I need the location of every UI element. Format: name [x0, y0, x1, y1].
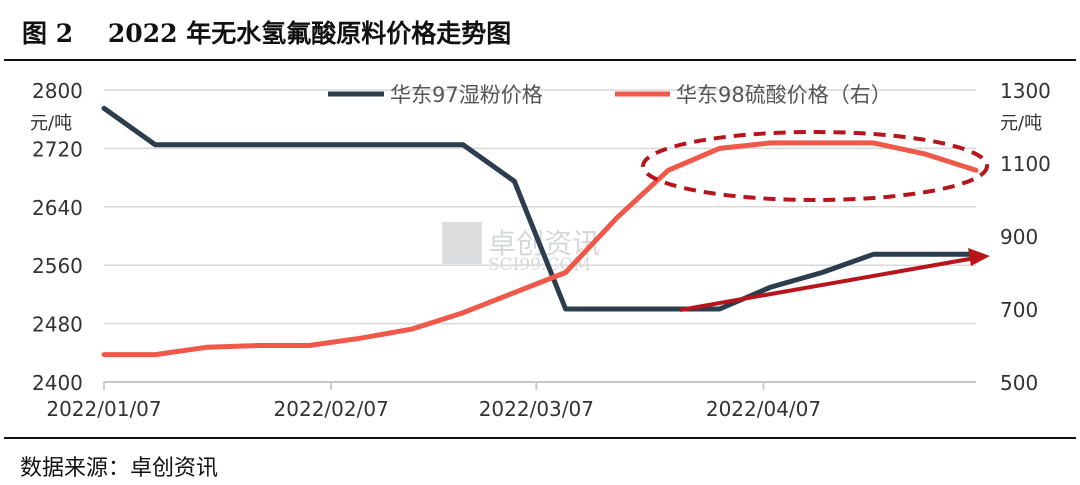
left-tick-label: 2800 [32, 79, 83, 103]
right-tick-label: 900 [1000, 225, 1038, 249]
left-tick-label: 2560 [32, 254, 83, 278]
watermark: 卓创资讯 SCI99.COM [442, 222, 600, 275]
right-tick-label: 700 [1000, 298, 1038, 322]
right-tick-label: 1100 [1000, 152, 1051, 176]
left-tick-label: 2720 [32, 137, 83, 161]
right-tick-label: 500 [1000, 371, 1038, 395]
left-tick-label: 2640 [32, 196, 83, 220]
series-line-98-sulfuric-acid [101, 140, 979, 358]
left-tick-label: 2480 [32, 313, 83, 337]
chart-title-bar: 图 2 2022 年无水氢氟酸原料价格走势图 [0, 0, 1080, 60]
right-axis-unit: 元/吨 [1000, 113, 1042, 134]
axes: 2800 2720 2640 2560 2480 2400 1300 1100 900 700 50… [30, 79, 1051, 421]
chart-bottom-divider [4, 437, 1076, 439]
legend: 华东97湿粉价格 华东98硫酸价格（右） [328, 83, 892, 107]
legend-label-series1: 华东97湿粉价格 [390, 83, 543, 107]
x-tick-label: 2022/04/07 [706, 397, 821, 421]
x-tick-label: 2022/02/07 [274, 397, 389, 421]
trend-arrow [679, 256, 976, 312]
right-tick-label: 1300 [1000, 79, 1051, 103]
trend-arrowhead [968, 248, 990, 266]
line-chart: 卓创资讯 SCI99.COM 2800 2720 2640 2560 2480 2400 1… [30, 79, 1051, 421]
series-line-97-powder [101, 105, 979, 312]
left-axis-unit: 元/吨 [30, 113, 72, 134]
watermark-logo [442, 222, 482, 264]
highlight-ellipse [641, 130, 989, 202]
title-divider [4, 59, 1076, 61]
left-tick-label: 2400 [32, 371, 83, 395]
annotations [641, 130, 990, 312]
x-tick-label: 2022/03/07 [479, 397, 594, 421]
data-source-note: 数据来源：卓创资讯 [20, 456, 219, 481]
chart-title: 图 2 2022 年无水氢氟酸原料价格走势图 [22, 19, 512, 48]
x-tick-label: 2022/01/07 [46, 397, 161, 421]
series-lines [101, 105, 979, 358]
grid-lines [104, 89, 976, 325]
legend-label-series2: 华东98硫酸价格（右） [676, 83, 892, 107]
